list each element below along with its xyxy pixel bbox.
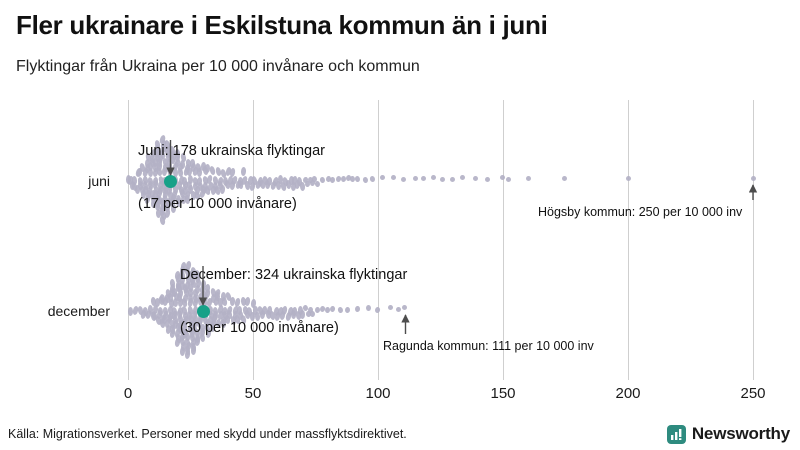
gridline-50 [253, 100, 254, 380]
x-tick-label-0: 0 [123, 385, 133, 402]
chart-title: Fler ukrainare i Eskilstuna kommun än i … [16, 10, 548, 40]
swarm-dot [625, 175, 631, 181]
swarm-dot [362, 175, 369, 184]
swarm-dot [485, 177, 491, 183]
swarm-dot [395, 307, 401, 313]
swarm-dot [380, 175, 386, 181]
gridline-100 [378, 100, 379, 380]
highlight-dot-juni [164, 174, 177, 188]
swarm-dot [562, 176, 568, 182]
swarm-dot [473, 176, 479, 182]
category-label-december: december [47, 303, 110, 319]
chart-subtitle: Flyktingar från Ukraina per 10 000 invån… [16, 58, 420, 75]
gridline-150 [503, 100, 504, 380]
swarm-dot [388, 305, 394, 311]
swarm-dot [459, 175, 465, 181]
x-tick-label-50: 50 [244, 385, 262, 402]
swarm-dot [354, 175, 361, 184]
december-callout-line2: (30 per 10 000 invånare) [180, 320, 339, 337]
december-callout: December: 324 ukrainska flyktingar (30 p… [180, 232, 407, 374]
gridline-200 [628, 100, 629, 380]
juni-callout: Juni: 178 ukrainska flyktingar (17 per 1… [138, 108, 325, 250]
swarm-dot [525, 175, 531, 181]
swarm-dot [413, 175, 419, 181]
swarm-dot [369, 175, 377, 183]
swarm-dot [430, 175, 436, 181]
december-callout-line1: December: 324 ukrainska flyktingar [180, 267, 408, 284]
x-tick-label-100: 100 [365, 385, 391, 402]
juni-callout-line1: Juni: 178 ukrainska flyktingar [138, 143, 325, 160]
hogsby-note: Högsby kommun: 250 per 10 000 inv [538, 205, 743, 219]
swarm-dot [500, 175, 506, 181]
swarm-dot [420, 176, 426, 182]
swarm-dot [329, 176, 336, 184]
swarm-dot [450, 176, 456, 182]
gridline-0 [128, 100, 129, 380]
ragunda-note: Ragunda kommun: 111 per 10 000 inv [383, 339, 594, 353]
x-tick-label-150: 150 [490, 385, 516, 402]
x-tick-label-250: 250 [740, 385, 766, 402]
highlight-dot-december [196, 304, 210, 318]
swarm-dot [402, 305, 408, 311]
newsworthy-logo: Newsworthy [666, 424, 790, 444]
newsworthy-bar-chart-icon [666, 424, 686, 444]
gridline-250 [753, 100, 754, 380]
x-tick-label-200: 200 [615, 385, 641, 402]
source-note: Källa: Migrationsverket. Personer med sk… [8, 427, 407, 441]
swarm-dot [505, 177, 511, 183]
swarm-dot [390, 175, 396, 181]
swarm-dot [400, 177, 406, 183]
swarm-dot [750, 175, 756, 181]
category-label-juni: juni [88, 173, 110, 189]
swarm-dot [440, 177, 446, 183]
newsworthy-wordmark: Newsworthy [691, 424, 790, 443]
juni-callout-line2: (17 per 10 000 invånare) [138, 196, 297, 213]
